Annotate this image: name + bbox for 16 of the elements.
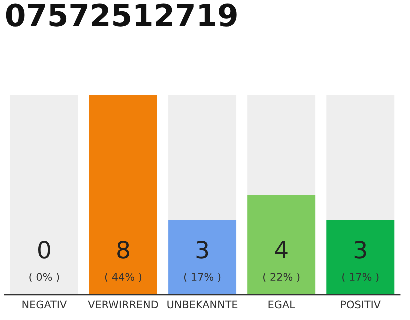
annotation: ( 17% ) — [342, 273, 379, 282]
data-label: 3 — [354, 241, 366, 259]
x-tick-label: UNBEKANNTE — [168, 300, 238, 309]
data-label: 0 — [38, 241, 50, 259]
x-tick-label: EGAL — [268, 300, 296, 309]
data-label: 8 — [118, 241, 130, 259]
x-tick-label: NEGATIV — [22, 300, 68, 309]
chart-title: 07572512719 — [6, 4, 237, 27]
data-label: 4 — [275, 241, 288, 259]
annotation: ( 22% ) — [264, 273, 300, 282]
annotation: ( 44% ) — [105, 273, 142, 282]
x-tick-label: VERWIRREND — [88, 300, 158, 309]
annotation: ( 0% ) — [30, 273, 60, 282]
x-tick-label: POSITIV — [341, 300, 381, 309]
annotation: ( 17% ) — [184, 273, 221, 282]
data-label: 3 — [196, 241, 208, 259]
